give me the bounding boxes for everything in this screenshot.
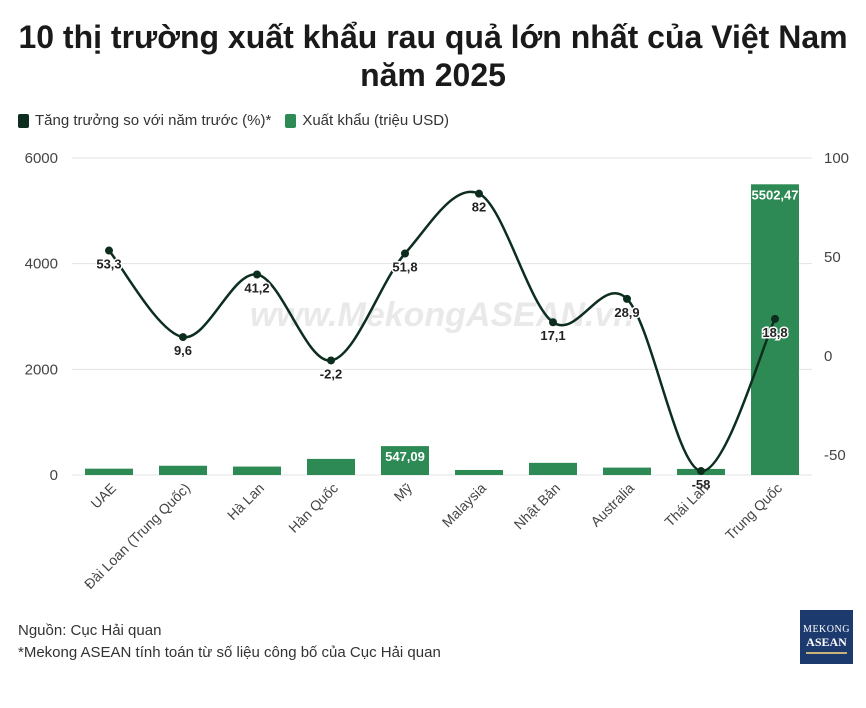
source-note: Nguồn: Cục Hải quan	[18, 622, 162, 639]
growth-value-label: 28,9	[614, 305, 639, 320]
bar	[159, 465, 207, 475]
legend-swatch-exports	[285, 113, 297, 128]
x-category-label: UAE	[87, 480, 119, 512]
bar	[381, 446, 429, 475]
mekong-asean-logo: MEKONG ASEAN	[800, 610, 853, 664]
legend-swatch-growth	[18, 113, 29, 128]
growth-value-label: 82	[472, 200, 486, 215]
growth-point	[253, 270, 261, 279]
legend-label-exports: Xuất khẩu (triệu USD)	[302, 112, 450, 129]
chart-title: 10 thị trường xuất khẩu rau quả lớn nhất…	[18, 19, 848, 93]
growth-value-label: 41,2	[244, 280, 269, 295]
x-category-label: Hàn Quốc	[285, 480, 341, 536]
x-category-label: Nhật Bản	[511, 480, 564, 533]
legend-item-exports[interactable]: Xuất khẩu (triệu USD)	[285, 112, 449, 129]
y-right-tick-label: -50	[824, 447, 846, 464]
growth-point	[697, 467, 705, 476]
bar	[85, 468, 133, 475]
legend-item-growth[interactable]: Tăng trưởng so với năm trước (%)*	[18, 112, 271, 129]
growth-line	[108, 190, 777, 473]
y-left-tick-label: 4000	[25, 256, 58, 273]
growth-point	[401, 249, 409, 258]
growth-value-label: 51,8	[392, 259, 417, 274]
growth-value-label: 18,8	[762, 325, 787, 340]
y-left-tick-label: 6000	[25, 150, 58, 167]
bar	[751, 184, 799, 475]
legend: Tăng trưởng so với năm trước (%)* Xuất k…	[18, 112, 449, 129]
y-right-tick-label: 0	[824, 348, 832, 365]
bar-value-label: 547,09	[385, 449, 425, 464]
logo-text-top: MEKONG	[803, 624, 850, 635]
growth-point	[475, 189, 483, 198]
growth-point	[623, 294, 631, 303]
bar-value-label: 5502,47	[752, 187, 799, 202]
growth-value-label: -58	[692, 477, 711, 492]
y-right-tick-label: 100	[824, 150, 849, 167]
legend-label-growth: Tăng trưởng so với năm trước (%)*	[35, 112, 272, 129]
growth-value-label: 53,3	[96, 257, 121, 272]
x-category-label: Australia	[587, 480, 637, 530]
y-left-tick-label: 0	[50, 467, 58, 484]
growth-point	[549, 318, 557, 327]
x-category-label: Malaysia	[439, 480, 490, 531]
footer: Nguồn: Cục Hải quan *Mekong ASEAN tính t…	[18, 620, 441, 664]
growth-value-label: 17,1	[540, 328, 565, 343]
logo-underline	[806, 652, 847, 654]
y-right-tick-label: 50	[824, 249, 841, 266]
bar	[233, 466, 281, 475]
x-category-label: Hà Lan	[224, 480, 267, 523]
calculation-note: *Mekong ASEAN tính toán từ số liệu công …	[18, 644, 441, 661]
y-left-tick-label: 2000	[25, 361, 58, 378]
growth-value-label: 9,6	[174, 343, 192, 358]
growth-value-label: -2,2	[320, 366, 342, 381]
x-category-label: Thái Lan	[661, 480, 711, 530]
bar	[455, 469, 503, 475]
x-category-label: Mỹ	[391, 480, 416, 505]
growth-point	[179, 333, 187, 342]
bar	[529, 462, 577, 475]
growth-point	[327, 356, 335, 365]
growth-point	[771, 314, 779, 323]
bar	[603, 467, 651, 475]
logo-text-bottom: ASEAN	[806, 635, 847, 649]
watermark-text: www.MekongASEAN.vn	[250, 296, 634, 334]
growth-point	[105, 246, 113, 255]
bar	[307, 458, 355, 475]
x-category-label: Trung Quốc	[722, 480, 785, 543]
